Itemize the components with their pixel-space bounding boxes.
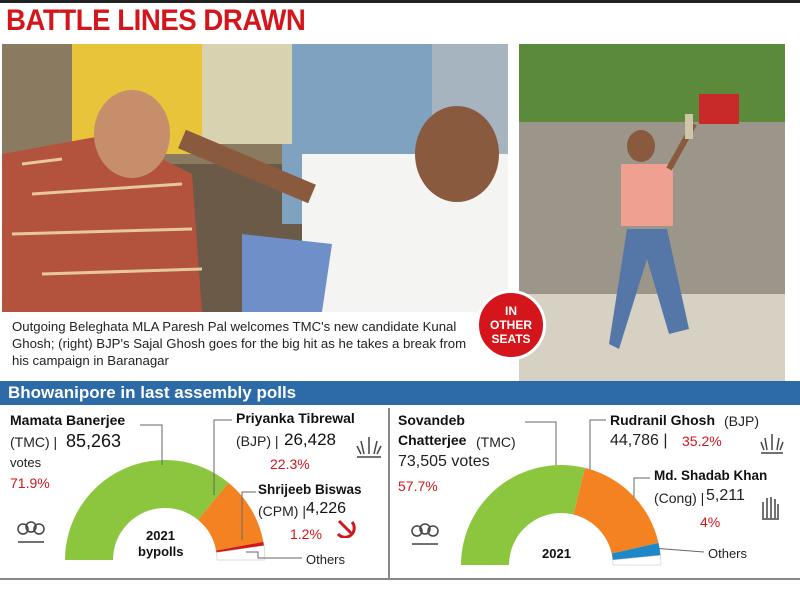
section-bar (0, 381, 800, 405)
left-c1-votes: 85,263 (66, 431, 122, 451)
left-donut-slice-3 (216, 545, 266, 561)
badge-line2: OTHER (490, 318, 532, 332)
tmc-flower-icon (17, 521, 45, 543)
left-c2-votes: 26,428 (284, 430, 336, 449)
left-c3-name: Shrijeeb Biswas (258, 482, 362, 497)
left-c3-party: (CPM) | (258, 503, 306, 519)
right-others-label: Others (708, 546, 748, 561)
left-donut-slice-0 (65, 460, 229, 560)
right-c3-votes: 5,211 (706, 487, 745, 504)
right-c1-party: (TMC) (476, 434, 516, 450)
photo-caption-block: Outgoing Beleghata MLA Paresh Pal welcom… (0, 318, 470, 369)
right-c2-pct: 35.2% (682, 433, 722, 449)
right-c3-party: (Cong) | (654, 490, 705, 506)
cpm-hammer-sickle-icon (336, 519, 356, 538)
bjp-lotus-icon (356, 437, 382, 458)
bottom-rule (0, 578, 800, 580)
left-others-label: Others (306, 552, 346, 567)
photo-right (519, 44, 785, 400)
right-c3-name: Md. Shadab Khan (654, 468, 768, 483)
congress-hand-icon (762, 497, 779, 520)
left-c2-party: (BJP) | (236, 433, 279, 449)
top-rule (0, 0, 800, 3)
left-c2-name: Priyanka Tibrewal (236, 410, 355, 426)
right-c2-votes: 44,786 | (610, 432, 668, 449)
left-c1-pct: 71.9% (10, 475, 50, 491)
badge-line3: SEATS (491, 332, 531, 346)
left-c3-pct: 1.2% (290, 526, 322, 542)
right-c1-name-line1: Sovandeb (398, 412, 465, 428)
right-c2-party: (BJP) (724, 413, 759, 429)
right-c1-pct: 57.7% (398, 478, 438, 494)
photo-left (2, 44, 508, 312)
badge-line1: IN (505, 304, 517, 318)
photo-caption: Outgoing Beleghata MLA Paresh Pal welcom… (12, 319, 467, 368)
right-donut-slice-3 (612, 555, 662, 566)
left-c2-pct: 22.3% (270, 456, 310, 472)
right-c3-pct: 4% (700, 514, 721, 530)
left-c1-party: (TMC) | (10, 434, 58, 450)
right-donut-slice-1 (573, 467, 659, 554)
right-donut-chart (461, 465, 662, 566)
left-center-year: 2021 (146, 528, 175, 543)
left-center-type: bypolls (138, 544, 184, 559)
right-c2-name: Rudranil Ghosh (610, 412, 715, 428)
headline: BATTLE LINES DRAWN (6, 4, 306, 37)
tmc-flower-icon-right (411, 523, 439, 545)
left-donut-slice-1 (198, 482, 264, 551)
right-c1-votes: 73,505 votes (398, 453, 490, 470)
panel-divider (388, 408, 390, 578)
left-donut-slice-2 (216, 541, 264, 553)
right-donut-slice-2 (611, 542, 661, 560)
left-c1-name: Mamata Banerjee (10, 412, 126, 428)
left-c3-votes: 4,226 (306, 500, 347, 517)
right-center-year: 2021 (542, 546, 571, 561)
bjp-lotus-icon-right (760, 434, 784, 454)
other-seats-badge: IN OTHER SEATS (476, 290, 546, 360)
right-donut-slice-0 (461, 465, 585, 565)
left-donut-chart (65, 460, 266, 561)
right-c1-name-line2: Chatterjee (398, 432, 467, 448)
section-title: Bhowanipore in last assembly polls (8, 383, 297, 402)
left-c1-votes-label: votes (10, 455, 42, 470)
